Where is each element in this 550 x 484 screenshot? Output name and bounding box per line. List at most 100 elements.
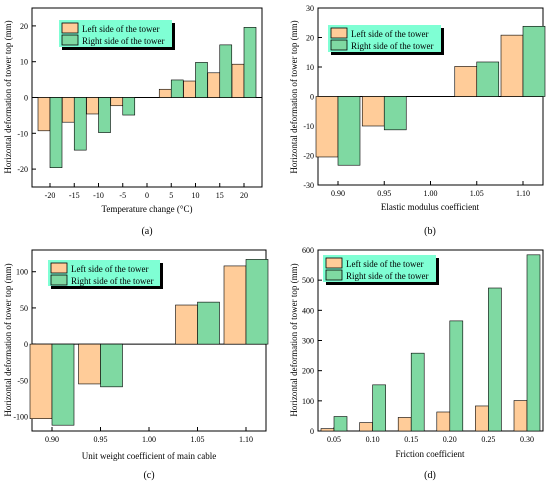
panel-a-ylabel: Horizontal deformation of tower top (mm) bbox=[3, 20, 13, 173]
panel-a-ytick-label: 0 bbox=[24, 94, 28, 103]
panel-b-ylabel: Horizontal deformation of tower top (mm) bbox=[289, 20, 299, 173]
panel-c-legend-label-left: Left side of the tower bbox=[71, 264, 148, 274]
panel-d-bar-left bbox=[359, 422, 373, 432]
panel-c-legend: Left side of the tower Right side of the… bbox=[48, 260, 163, 289]
panel-b-caption: (b) bbox=[424, 226, 436, 237]
panel-a-bar-right bbox=[98, 97, 111, 133]
panel-a-bar-left bbox=[207, 72, 221, 98]
panel-a-ytick-label: -10 bbox=[17, 129, 28, 138]
panel-a-bar-right bbox=[73, 97, 87, 151]
panel-b-ytick-label: -30 bbox=[303, 181, 314, 190]
panel-d-ytick-label: 600 bbox=[302, 246, 314, 255]
panel-c-xtick-label: 1.05 bbox=[191, 435, 205, 444]
panel-d-legend-swatch-left bbox=[325, 257, 343, 269]
panel-b-ytick-label: 10 bbox=[306, 63, 314, 72]
panel-d-bar-right bbox=[488, 287, 502, 432]
panel-a-bar-right bbox=[195, 62, 208, 98]
panel-a-bar-left bbox=[37, 97, 51, 132]
panel-a-bar-left bbox=[61, 97, 75, 123]
panel-b-bar-right bbox=[383, 96, 407, 131]
panel-d-bar-left bbox=[436, 411, 451, 432]
panel-c-xtick-label: 1.00 bbox=[142, 435, 156, 444]
panel-d-xtick-label: 0.20 bbox=[443, 435, 457, 444]
panel-b-bar-right bbox=[337, 96, 361, 166]
panel-b-legend: Left side of the tower Right side of the… bbox=[328, 25, 444, 55]
panel-a-legend-swatch-right bbox=[61, 34, 79, 46]
panel-c-bar-left bbox=[29, 343, 53, 419]
panel-b-bar-right bbox=[522, 25, 546, 97]
panel-b-ytick-label: -20 bbox=[303, 152, 314, 161]
panel-b-ytick-label: -10 bbox=[303, 122, 314, 131]
panel-d-bar-right bbox=[333, 416, 348, 432]
panel-c-xtick-label: 0.95 bbox=[94, 435, 108, 444]
panel-a-xtick-label: 20 bbox=[240, 191, 248, 200]
panel-b-bar-left bbox=[315, 96, 339, 158]
panel-d-bar-right bbox=[372, 384, 386, 432]
panel-a-xtick-label: 5 bbox=[169, 191, 173, 200]
panel-d-ytick-label: 500 bbox=[302, 276, 314, 285]
panel-c: Unit weight coefficient of main cable Ho… bbox=[3, 249, 269, 481]
panel-d-bar-right bbox=[410, 352, 425, 432]
panel-b-legend-swatch-left bbox=[330, 27, 348, 39]
panel-b-xtick-label: 1.00 bbox=[424, 189, 438, 198]
panel-b-xlabel: Elastic modulus coefficient bbox=[381, 202, 480, 212]
panel-a-ytick-label: 20 bbox=[20, 22, 28, 31]
panel-b-legend-swatch-right bbox=[330, 39, 348, 51]
panel-b: Elastic modulus coefficient Horizontal d… bbox=[289, 4, 546, 237]
panel-d-legend-label-right: Right side of the tower bbox=[346, 271, 429, 281]
panel-d-bar-left bbox=[320, 428, 335, 432]
panel-a-xtick-label: 0 bbox=[145, 191, 149, 200]
panel-b-legend-label-left: Left side of the tower bbox=[351, 29, 428, 39]
panel-d-xtick-label: 0.05 bbox=[327, 435, 341, 444]
panel-b-bar-left bbox=[361, 96, 385, 127]
panel-c-ytick-label: -50 bbox=[17, 376, 28, 385]
panel-c-xtick-label: 0.90 bbox=[45, 435, 59, 444]
panel-b-bar-left bbox=[500, 34, 524, 97]
panel-b-ytick-label: 30 bbox=[306, 4, 314, 13]
panel-c-legend-swatch-right bbox=[50, 274, 68, 286]
panel-c-ylabel: Horizontal deformation of tower top (mm) bbox=[3, 263, 13, 416]
panel-d-bar-right bbox=[449, 320, 464, 432]
panel-d-legend-label-left: Left side of the tower bbox=[346, 259, 423, 269]
panel-c-ytick-label: 0 bbox=[24, 340, 28, 349]
panel-c-bar-left bbox=[175, 304, 198, 345]
panel-c-bar-right bbox=[245, 259, 269, 345]
panel-a-xtick-label: -20 bbox=[45, 191, 56, 200]
panel-d-ylabel: Horizontal deformation of tower top (mm) bbox=[289, 263, 299, 416]
panel-d-legend: Left side of the tower Right side of the… bbox=[323, 255, 439, 285]
panel-c-ytick-label: 50 bbox=[20, 304, 28, 313]
panel-a-bar-right bbox=[122, 97, 136, 116]
panel-a-ytick-label: -20 bbox=[17, 165, 28, 174]
panel-a-bar-left bbox=[183, 80, 196, 98]
panel-a-legend: Left side of the tower Right side of the… bbox=[59, 20, 175, 50]
panel-a-caption: (a) bbox=[141, 226, 152, 237]
panel-d-xtick-label: 0.15 bbox=[404, 435, 418, 444]
panel-c-bar-left bbox=[78, 343, 101, 385]
panel-c-ytick-label: -100 bbox=[13, 413, 28, 422]
panel-c-xlabel: Unit weight coefficient of main cable bbox=[82, 451, 217, 461]
panel-a-bar-right bbox=[170, 79, 184, 98]
panel-a-legend-label-left: Left side of the tower bbox=[82, 24, 159, 34]
panel-a-xtick-label: -10 bbox=[93, 191, 104, 200]
panel-b-ytick-label: 0 bbox=[310, 93, 314, 102]
panel-d-ytick-label: 200 bbox=[302, 367, 314, 376]
panel-b-xtick-label: 0.90 bbox=[331, 189, 345, 198]
panel-d-ytick-label: 400 bbox=[302, 306, 314, 315]
panel-c-bar-right bbox=[197, 301, 220, 345]
panel-a-bar-left bbox=[231, 63, 245, 98]
panel-c-legend-label-right: Right side of the tower bbox=[71, 276, 154, 286]
panel-c-xtick-label: 1.10 bbox=[239, 435, 253, 444]
panel-d-ytick-label: 300 bbox=[302, 337, 314, 346]
panel-a-bar-right bbox=[219, 44, 233, 98]
panel-c-bar-right bbox=[100, 343, 123, 388]
panel-c-legend-swatch-left bbox=[50, 262, 68, 274]
panel-b-xtick-label: 1.10 bbox=[516, 189, 530, 198]
panel-d-legend-swatch-right bbox=[325, 269, 343, 281]
panel-c-ytick-label: 100 bbox=[16, 268, 28, 277]
panel-d-bar-left bbox=[513, 400, 528, 432]
panel-d-xlabel: Friction coefficient bbox=[395, 449, 465, 459]
panel-d-xtick-label: 0.10 bbox=[366, 435, 380, 444]
panel-a-xtick-label: -15 bbox=[69, 191, 80, 200]
panel-a-legend-label-right: Right side of the tower bbox=[82, 36, 165, 46]
